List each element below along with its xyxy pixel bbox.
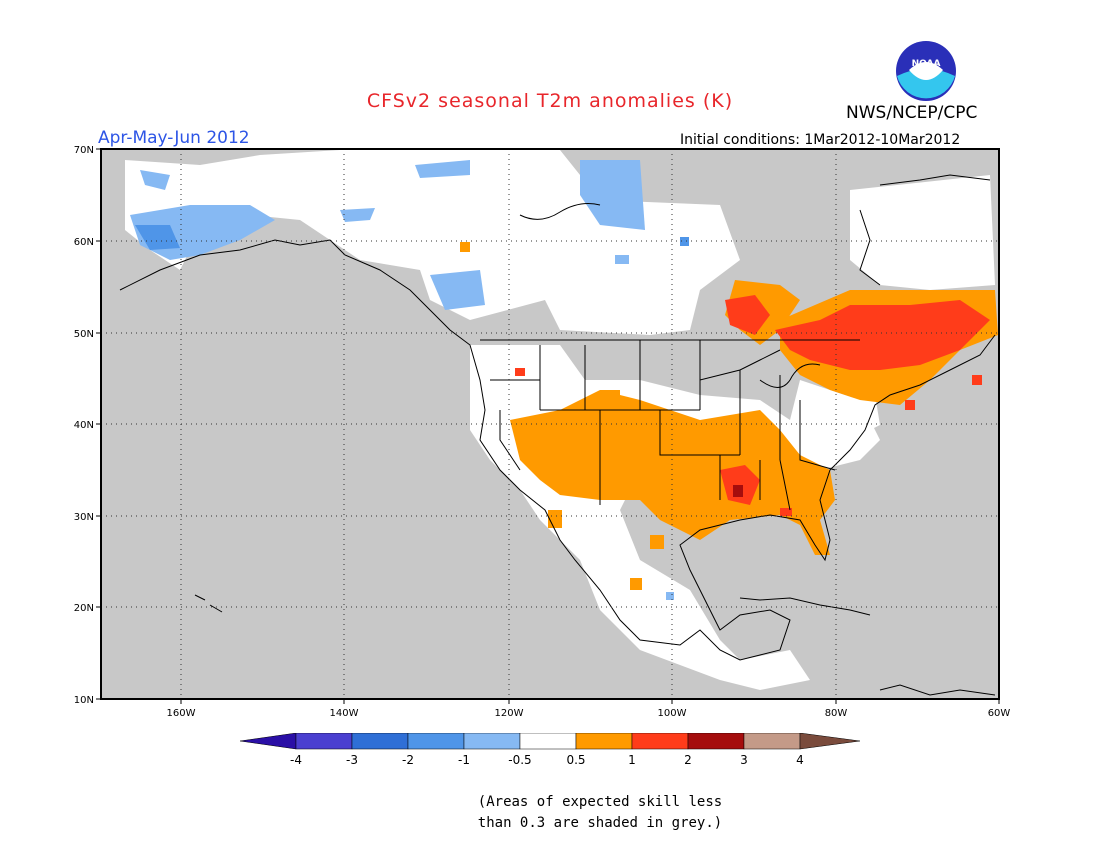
colorbar-segment xyxy=(463,733,521,750)
lon-label: 80W xyxy=(825,708,848,719)
colorbar-segment xyxy=(799,733,861,750)
colorbar-segment xyxy=(743,733,801,750)
colorbar-label: -4 xyxy=(290,753,302,767)
graticule xyxy=(101,149,999,699)
lon-label: 160W xyxy=(167,708,196,719)
colorbar-label: 3 xyxy=(740,753,748,767)
colorbar-segment xyxy=(575,733,633,750)
lat-label: 10N xyxy=(74,695,94,706)
colorbar-label: 4 xyxy=(796,753,804,767)
agency-label: NWS/NCEP/CPC xyxy=(846,103,978,123)
color-legend: -4 -3 -2 -1 -0.5 0.5 1 2 3 4 xyxy=(239,733,861,767)
colorbar-label: 2 xyxy=(684,753,692,767)
colorbar-segment xyxy=(687,733,745,750)
lon-label: 120W xyxy=(495,708,524,719)
chart-title: CFSv2 seasonal T2m anomalies (K) xyxy=(366,90,734,112)
skill-note: (Areas of expected skill less than 0.3 a… xyxy=(440,792,760,834)
colorbar-label: 1 xyxy=(628,753,636,767)
lat-label: 50N xyxy=(74,329,94,340)
lat-label: 60N xyxy=(74,237,94,248)
colorbar-segment xyxy=(519,733,577,750)
lon-label: 100W xyxy=(658,708,687,719)
lat-label: 70N xyxy=(74,145,94,156)
colorbar-label: -3 xyxy=(346,753,358,767)
axis-ticks xyxy=(96,148,1000,704)
lon-label: 140W xyxy=(330,708,359,719)
anomaly-shading xyxy=(125,150,998,690)
lat-label: 30N xyxy=(74,512,94,523)
skill-note-line: (Areas of expected skill less xyxy=(477,794,723,810)
noaa-logo-text: NOAA xyxy=(912,59,941,69)
coastlines xyxy=(119,174,996,696)
lat-label: 20N xyxy=(74,603,94,614)
colorbar-label: 0.5 xyxy=(566,753,585,767)
colorbar-segment xyxy=(239,733,297,750)
colorbar-segment xyxy=(351,733,409,750)
lon-label: 60W xyxy=(988,708,1011,719)
skill-note-line: than 0.3 are shaded in grey.) xyxy=(477,815,723,831)
forecast-period: Apr-May-Jun 2012 xyxy=(98,128,250,148)
colorbar-segment xyxy=(407,733,465,750)
colorbar-segment xyxy=(295,733,353,750)
colorbar-segment xyxy=(631,733,689,750)
colorbar-label: -1 xyxy=(458,753,470,767)
initial-conditions: Initial conditions: 1Mar2012-10Mar2012 xyxy=(680,132,961,148)
noaa-logo: NOAA xyxy=(896,41,956,101)
colorbar-label: -0.5 xyxy=(508,753,531,767)
colorbar-label: -2 xyxy=(402,753,414,767)
lat-label: 40N xyxy=(74,420,94,431)
